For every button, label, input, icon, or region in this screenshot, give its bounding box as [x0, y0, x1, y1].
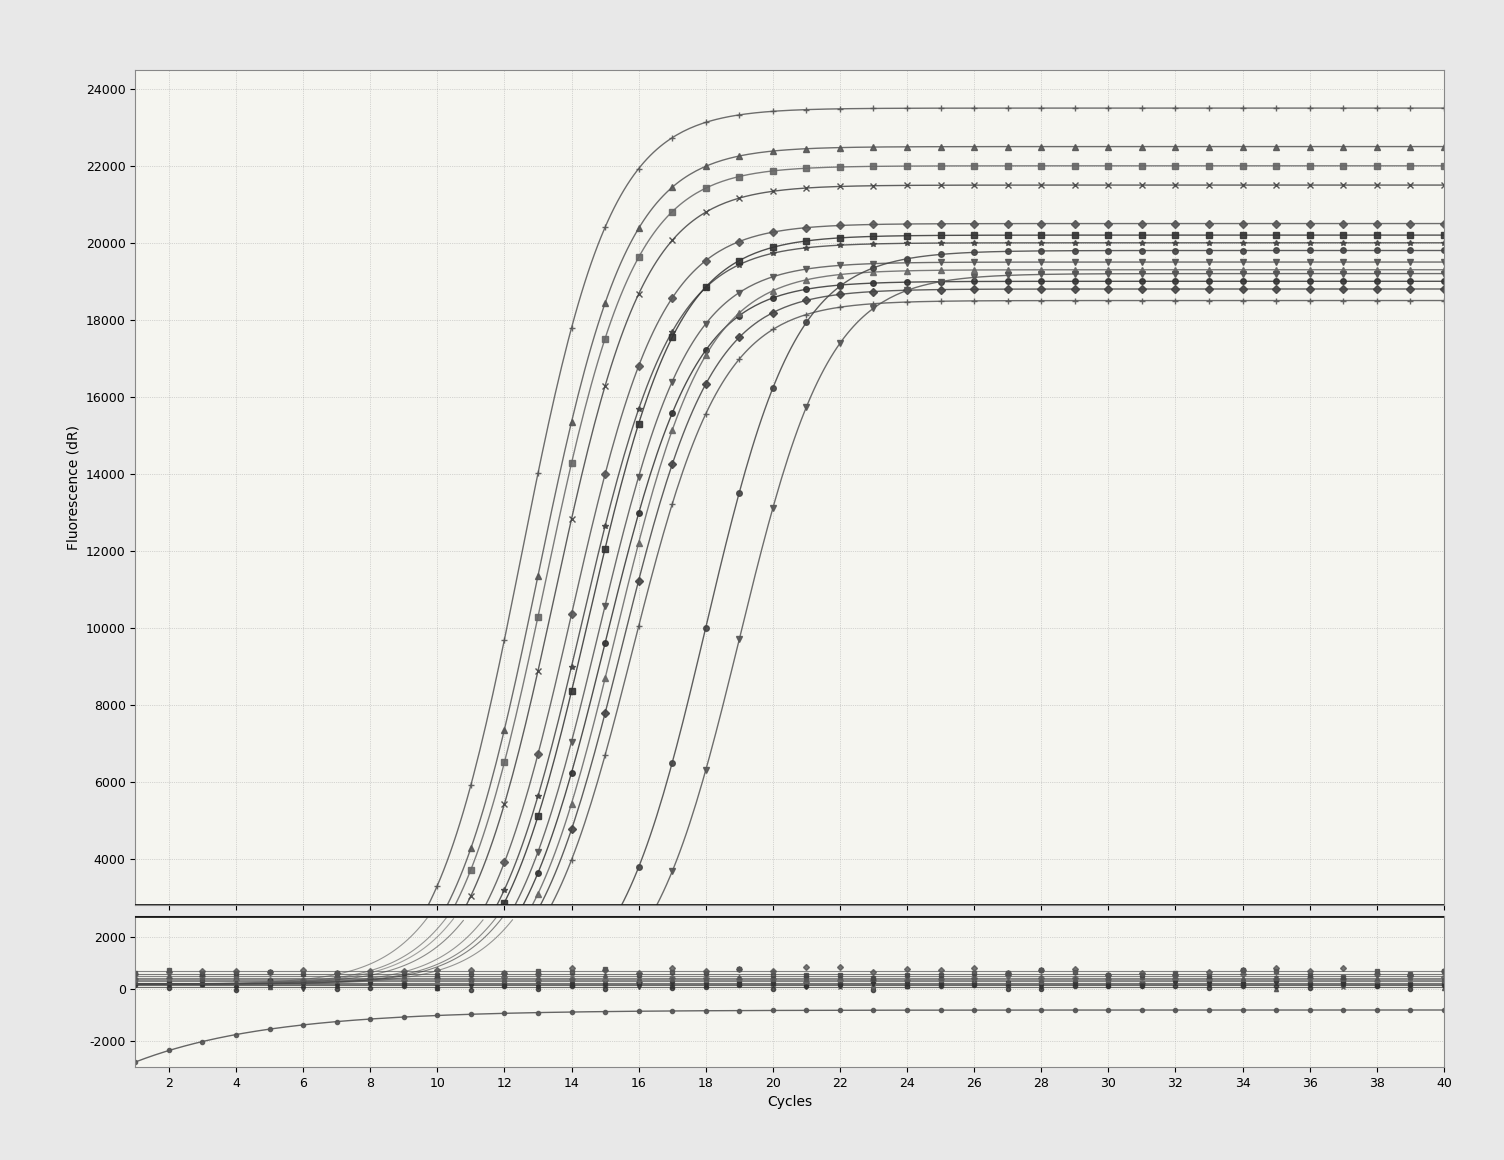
X-axis label: Cycles: Cycles: [767, 1095, 812, 1109]
Y-axis label: Fluorescence (dR): Fluorescence (dR): [66, 425, 80, 550]
